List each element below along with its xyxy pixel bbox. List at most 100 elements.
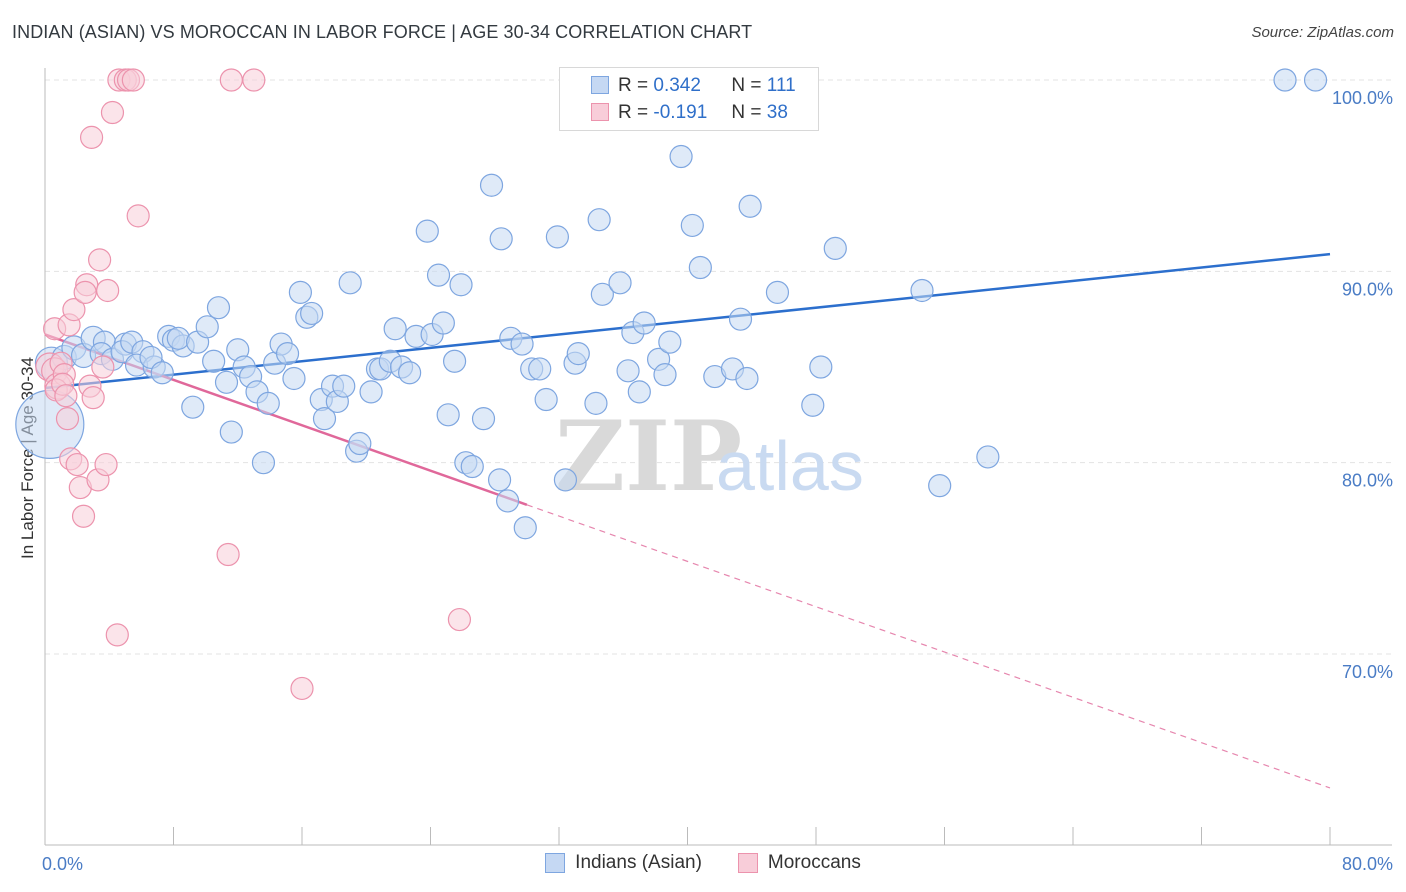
point-indians bbox=[348, 431, 372, 456]
point-indians bbox=[728, 307, 753, 331]
point-moroccans bbox=[219, 68, 243, 92]
point-indians bbox=[928, 474, 952, 498]
point-moroccans bbox=[88, 248, 112, 272]
point-moroccans bbox=[242, 68, 266, 92]
y-tick-label: 80.0% bbox=[1342, 471, 1393, 491]
point-indians bbox=[312, 407, 337, 431]
point-indians bbox=[809, 355, 833, 379]
point-moroccans bbox=[71, 504, 96, 528]
legend-swatch-moroccans bbox=[591, 103, 609, 121]
point-indians bbox=[426, 263, 451, 287]
legend-swatch-indians bbox=[591, 76, 609, 94]
legend-item-moroccans[interactable]: Moroccans bbox=[737, 852, 861, 874]
r-label: R = bbox=[618, 75, 649, 96]
point-indians bbox=[632, 311, 656, 335]
n-label: N = bbox=[731, 75, 762, 96]
x-tick-label: 0.0% bbox=[42, 854, 83, 874]
point-indians bbox=[359, 380, 383, 404]
point-indians bbox=[214, 370, 239, 394]
point-indians bbox=[332, 374, 356, 398]
y-tick-label: 100.0% bbox=[1332, 88, 1393, 108]
point-indians bbox=[206, 296, 231, 320]
point-indians bbox=[219, 420, 243, 444]
tick-labels: 100.0% 90.0% 80.0% 70.0% 0.0% 80.0% bbox=[42, 88, 1393, 874]
point-indians bbox=[801, 393, 825, 417]
series-legend: Indians (Asian) Moroccans bbox=[0, 852, 1406, 874]
y-tick-label: 70.0% bbox=[1342, 662, 1393, 682]
point-indians bbox=[735, 366, 759, 391]
point-indians bbox=[489, 227, 513, 251]
point-indians bbox=[275, 342, 300, 366]
point-indians bbox=[765, 280, 790, 304]
point-indians bbox=[658, 330, 682, 354]
r-value: -0.191 bbox=[653, 102, 708, 123]
point-indians bbox=[688, 255, 712, 280]
legend-row-indians: R = 0.342 N = 111 bbox=[591, 74, 796, 98]
point-moroccans bbox=[447, 607, 472, 632]
point-moroccans bbox=[73, 280, 97, 304]
point-indians bbox=[653, 363, 677, 387]
point-indians bbox=[166, 326, 190, 350]
r-value: 0.342 bbox=[653, 75, 701, 96]
point-indians bbox=[680, 213, 704, 238]
trend-line-moroccans-projection bbox=[526, 504, 1331, 789]
point-indians bbox=[442, 349, 467, 373]
point-indians bbox=[256, 391, 280, 415]
point-indians bbox=[431, 311, 455, 335]
point-indians bbox=[976, 445, 1000, 469]
trend-lines bbox=[44, 252, 1331, 789]
point-moroccans bbox=[216, 542, 240, 567]
point-indians bbox=[510, 332, 534, 356]
point-moroccans bbox=[121, 68, 145, 92]
point-indians bbox=[282, 366, 306, 391]
point-indians bbox=[584, 391, 608, 415]
point-indians bbox=[288, 280, 312, 304]
legend-item-indians[interactable]: Indians (Asian) bbox=[545, 852, 702, 874]
point-moroccans bbox=[105, 623, 129, 647]
point-indians bbox=[608, 271, 632, 295]
point-indians bbox=[460, 454, 484, 479]
point-indians bbox=[738, 194, 762, 218]
point-indians bbox=[528, 357, 552, 381]
point-indians bbox=[590, 282, 614, 306]
point-indians bbox=[616, 359, 640, 383]
point-indians bbox=[627, 380, 651, 404]
point-moroccans bbox=[290, 676, 314, 701]
point-indians bbox=[383, 317, 407, 341]
point-moroccans bbox=[81, 386, 105, 410]
point-indians bbox=[436, 403, 460, 427]
source-label: Source: ZipAtlas.com bbox=[1251, 24, 1394, 41]
point-indians bbox=[566, 342, 590, 366]
point-indians bbox=[587, 208, 611, 232]
r-label: R = bbox=[618, 102, 649, 123]
point-indians bbox=[202, 349, 226, 373]
point-indians bbox=[1303, 68, 1328, 92]
point-indians bbox=[398, 361, 422, 385]
correlation-legend: R = 0.342 N = 111 R = -0.191 N = 38 bbox=[559, 67, 819, 131]
point-indians bbox=[669, 144, 693, 169]
point-moroccans bbox=[100, 100, 125, 125]
legend-swatch-moroccans bbox=[737, 853, 758, 873]
point-moroccans bbox=[96, 278, 120, 303]
watermark-zip: ZIP bbox=[555, 400, 742, 513]
point-indians bbox=[471, 407, 496, 431]
point-indians bbox=[553, 468, 578, 492]
n-value: 111 bbox=[766, 75, 796, 96]
point-indians bbox=[150, 361, 174, 385]
point-indians bbox=[534, 387, 558, 412]
point-indians bbox=[1273, 68, 1297, 92]
n-label: N = bbox=[731, 102, 762, 123]
trend-line-indians bbox=[44, 252, 1331, 390]
point-indians bbox=[823, 236, 847, 260]
legend-swatch-indians bbox=[545, 853, 566, 873]
point-indians bbox=[479, 173, 504, 197]
legend-row-moroccans: R = -0.191 N = 38 bbox=[591, 101, 788, 125]
point-indians bbox=[449, 273, 473, 297]
point-indians bbox=[181, 395, 205, 419]
point-indians bbox=[251, 451, 276, 475]
legend-label-indians: Indians (Asian) bbox=[575, 852, 702, 873]
point-indians bbox=[545, 225, 569, 249]
watermark-atlas: atlas bbox=[716, 427, 864, 505]
